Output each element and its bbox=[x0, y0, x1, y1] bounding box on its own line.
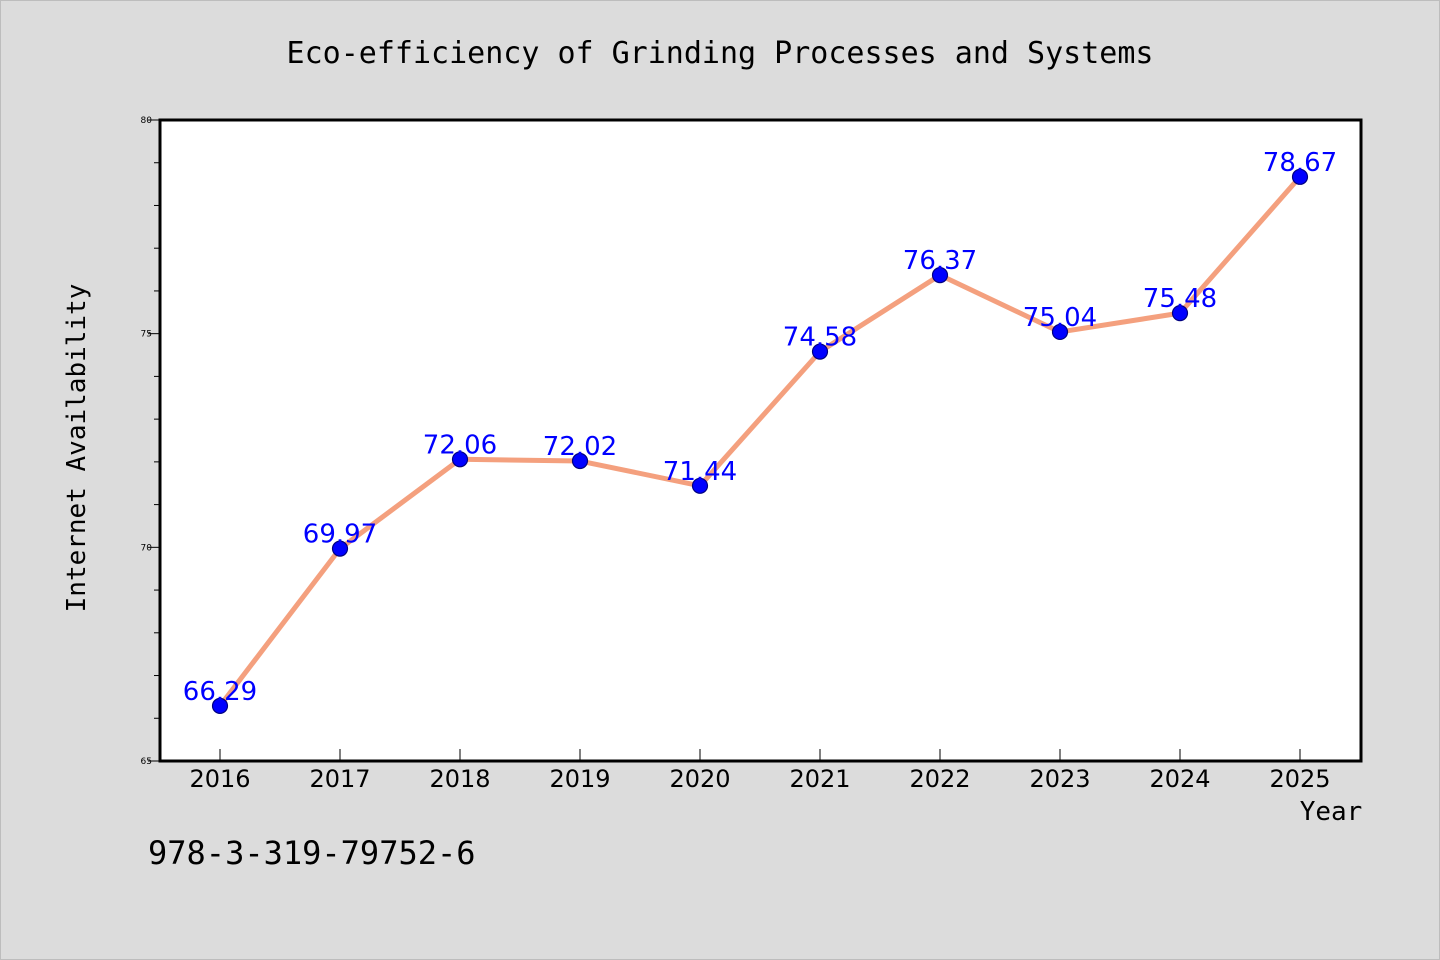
data-point-marker bbox=[691, 477, 709, 494]
x-tick-label: 2016 bbox=[189, 765, 250, 793]
y-tick-label: 65 bbox=[141, 757, 152, 767]
data-label: 72.06 bbox=[423, 430, 497, 460]
data-point-marker bbox=[331, 540, 349, 557]
data-label: 75.04 bbox=[1023, 303, 1097, 333]
x-tick-label: 2025 bbox=[1269, 765, 1330, 793]
data-point-marker bbox=[1291, 168, 1309, 185]
data-label: 78.67 bbox=[1263, 148, 1337, 178]
x-tick-label: 2024 bbox=[1149, 765, 1210, 793]
chart-title: Eco-efficiency of Grinding Processes and… bbox=[287, 36, 1154, 71]
data-label: 66.29 bbox=[183, 677, 257, 707]
series-line-group bbox=[217, 174, 1303, 709]
data-point-marker bbox=[211, 697, 229, 714]
series-line bbox=[217, 174, 1303, 709]
isbn-annotation: 978-3-319-79752-6 bbox=[148, 834, 476, 872]
x-tick-label: 2020 bbox=[669, 765, 730, 793]
data-point-marker bbox=[571, 452, 589, 470]
y-tick-label: 70 bbox=[141, 543, 153, 553]
data-label: 74.58 bbox=[783, 323, 857, 353]
data-point-marker bbox=[931, 267, 949, 284]
data-label: 76.37 bbox=[903, 246, 977, 276]
axis-ticks: 65 70 75 80 2016 2017 2018 2019 2020 2021 2022 2023… bbox=[141, 116, 1331, 793]
x-tick-label: 2018 bbox=[429, 765, 490, 793]
data-label: 69.97 bbox=[303, 520, 377, 550]
y-tick-label: 75 bbox=[141, 330, 152, 340]
x-tick-label: 2019 bbox=[549, 765, 610, 793]
plot-frame bbox=[158, 118, 1363, 763]
x-tick-label: 2023 bbox=[1029, 765, 1090, 793]
x-tick-label: 2017 bbox=[309, 765, 370, 793]
plot-area bbox=[160, 120, 1361, 761]
x-tick-label: 2021 bbox=[789, 765, 850, 793]
data-labels: 66.29 69.97 72.06 72.02 71.44 74.58 76.37 75.04… bbox=[183, 148, 1337, 707]
y-axis-label: Internet Availability bbox=[62, 284, 92, 613]
x-tick-label: 2022 bbox=[909, 765, 970, 793]
x-axis-label: Year bbox=[1300, 797, 1363, 827]
data-point-marker bbox=[1171, 305, 1189, 322]
data-point-marker bbox=[1051, 323, 1069, 341]
series-markers bbox=[211, 168, 1309, 714]
data-label: 72.02 bbox=[543, 432, 617, 462]
y-tick-label: 80 bbox=[141, 116, 153, 126]
data-label: 71.44 bbox=[663, 457, 737, 487]
data-point-marker bbox=[811, 343, 829, 360]
data-label: 75.48 bbox=[1143, 284, 1217, 314]
data-point-marker bbox=[451, 451, 469, 468]
